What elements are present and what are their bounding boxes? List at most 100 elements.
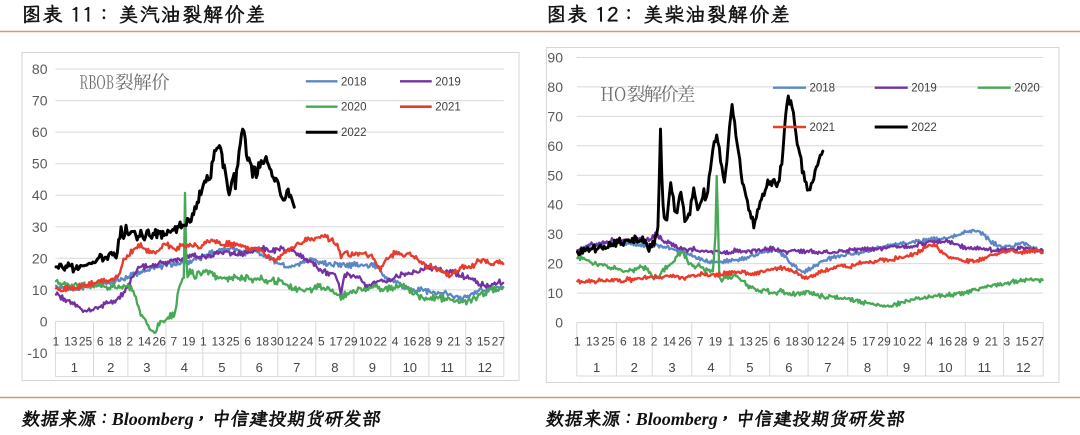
svg-text:10: 10 bbox=[893, 335, 907, 349]
svg-text:2018: 2018 bbox=[341, 76, 367, 88]
svg-text:24: 24 bbox=[300, 335, 314, 349]
svg-text:5: 5 bbox=[318, 335, 325, 349]
svg-text:30: 30 bbox=[547, 226, 563, 242]
svg-text:18: 18 bbox=[256, 335, 270, 349]
svg-text:5: 5 bbox=[850, 335, 857, 349]
svg-text:80: 80 bbox=[547, 79, 563, 95]
svg-text:9: 9 bbox=[369, 360, 376, 375]
svg-text:3: 3 bbox=[465, 335, 472, 349]
svg-text:20: 20 bbox=[547, 256, 563, 272]
svg-text:13: 13 bbox=[64, 335, 78, 349]
svg-text:8: 8 bbox=[331, 360, 338, 375]
svg-text:7: 7 bbox=[824, 360, 831, 375]
svg-text:26: 26 bbox=[678, 335, 692, 349]
svg-text:17: 17 bbox=[862, 335, 876, 349]
svg-text:29: 29 bbox=[877, 335, 891, 349]
svg-text:2020: 2020 bbox=[1014, 83, 1040, 95]
svg-text:70: 70 bbox=[547, 108, 563, 124]
svg-text:13: 13 bbox=[212, 335, 226, 349]
svg-text:13: 13 bbox=[739, 335, 753, 349]
svg-text:12: 12 bbox=[285, 335, 299, 349]
svg-text:1: 1 bbox=[53, 335, 60, 349]
svg-text:5: 5 bbox=[746, 360, 753, 375]
svg-text:24: 24 bbox=[831, 335, 845, 349]
svg-text:7: 7 bbox=[697, 335, 704, 349]
svg-text:10: 10 bbox=[359, 335, 373, 349]
svg-text:12: 12 bbox=[1016, 360, 1030, 375]
svg-text:Bloomberg: Bloomberg bbox=[635, 409, 718, 429]
svg-text:6: 6 bbox=[785, 360, 792, 375]
svg-text:7: 7 bbox=[293, 360, 300, 375]
svg-text:10: 10 bbox=[32, 282, 48, 298]
svg-text:15: 15 bbox=[1015, 335, 1029, 349]
svg-text:90: 90 bbox=[547, 50, 563, 66]
svg-text:21: 21 bbox=[447, 335, 461, 349]
svg-text:2: 2 bbox=[651, 335, 658, 349]
svg-text:50: 50 bbox=[547, 167, 563, 183]
svg-text:18: 18 bbox=[632, 335, 646, 349]
svg-text:5: 5 bbox=[218, 360, 225, 375]
svg-text:28: 28 bbox=[954, 335, 968, 349]
svg-text:4: 4 bbox=[707, 360, 714, 375]
svg-text:27: 27 bbox=[1031, 335, 1045, 349]
svg-text:2: 2 bbox=[126, 335, 133, 349]
svg-text:30: 30 bbox=[801, 335, 815, 349]
svg-text:80: 80 bbox=[32, 61, 48, 77]
svg-text:0: 0 bbox=[555, 315, 563, 331]
svg-text:9: 9 bbox=[436, 335, 443, 349]
svg-text:25: 25 bbox=[79, 335, 93, 349]
svg-text:12: 12 bbox=[816, 335, 830, 349]
svg-text:25: 25 bbox=[755, 335, 769, 349]
svg-text:7: 7 bbox=[171, 335, 178, 349]
svg-text:10: 10 bbox=[938, 360, 952, 375]
svg-text:19: 19 bbox=[182, 335, 196, 349]
svg-text:18: 18 bbox=[108, 335, 122, 349]
svg-text:8: 8 bbox=[864, 360, 871, 375]
svg-text:2021: 2021 bbox=[435, 102, 461, 114]
svg-text:-10: -10 bbox=[27, 345, 47, 361]
svg-text:4: 4 bbox=[392, 335, 399, 349]
svg-text:1: 1 bbox=[71, 360, 78, 375]
svg-text:3: 3 bbox=[143, 360, 150, 375]
svg-text:4: 4 bbox=[927, 335, 934, 349]
svg-text:2018: 2018 bbox=[810, 83, 836, 95]
svg-text:70: 70 bbox=[32, 93, 48, 109]
svg-text:3: 3 bbox=[668, 360, 675, 375]
svg-text:21: 21 bbox=[985, 335, 999, 349]
svg-text:22: 22 bbox=[908, 335, 922, 349]
svg-text:11: 11 bbox=[441, 360, 455, 375]
svg-text:20: 20 bbox=[32, 250, 48, 266]
svg-text:1: 1 bbox=[200, 335, 207, 349]
svg-text:1: 1 bbox=[727, 335, 734, 349]
svg-text:60: 60 bbox=[32, 124, 48, 140]
svg-text:9: 9 bbox=[973, 335, 980, 349]
svg-text:10: 10 bbox=[403, 360, 417, 375]
svg-text:2021: 2021 bbox=[810, 122, 836, 134]
svg-text:15: 15 bbox=[477, 335, 491, 349]
svg-text:2019: 2019 bbox=[435, 76, 461, 88]
svg-text:18: 18 bbox=[785, 335, 799, 349]
svg-text:2022: 2022 bbox=[341, 127, 367, 139]
svg-text:50: 50 bbox=[32, 156, 48, 172]
svg-text:30: 30 bbox=[270, 335, 284, 349]
svg-text:12: 12 bbox=[478, 360, 492, 375]
svg-text:2022: 2022 bbox=[911, 122, 937, 134]
svg-text:26: 26 bbox=[153, 335, 167, 349]
svg-text:19: 19 bbox=[709, 335, 723, 349]
svg-text:27: 27 bbox=[492, 335, 506, 349]
svg-text:25: 25 bbox=[601, 335, 615, 349]
svg-text:13: 13 bbox=[586, 335, 600, 349]
svg-text:2019: 2019 bbox=[911, 83, 937, 95]
svg-text:16: 16 bbox=[939, 335, 953, 349]
svg-text:Bloomberg: Bloomberg bbox=[111, 409, 194, 429]
svg-text:22: 22 bbox=[374, 335, 388, 349]
svg-text:29: 29 bbox=[344, 335, 358, 349]
svg-text:25: 25 bbox=[226, 335, 240, 349]
svg-text:2020: 2020 bbox=[341, 102, 367, 114]
svg-text:3: 3 bbox=[1003, 335, 1010, 349]
svg-text:2: 2 bbox=[107, 360, 114, 375]
svg-text:9: 9 bbox=[903, 360, 910, 375]
svg-text:28: 28 bbox=[418, 335, 432, 349]
svg-text:6: 6 bbox=[256, 360, 263, 375]
svg-text:14: 14 bbox=[138, 335, 152, 349]
